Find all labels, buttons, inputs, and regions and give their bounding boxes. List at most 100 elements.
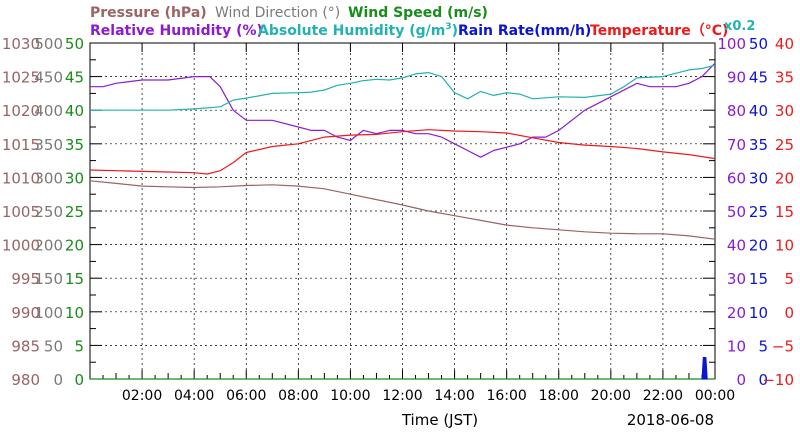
pressure-tick-label: 1010 [2, 169, 40, 187]
series [89, 62, 716, 380]
wind-direction-tick-label: 200 [34, 237, 63, 255]
legend-abs-scale: x0.2 [724, 19, 755, 34]
x-tick-label: 00:00 [695, 388, 735, 404]
wind-direction-tick-label: 500 [34, 35, 63, 53]
wind-direction-tick-label: 50 [44, 337, 63, 355]
temperature-tick-label: 20 [775, 169, 794, 187]
wind-speed-tick-label: 30 [65, 169, 84, 187]
wind-direction-tick-label: 250 [34, 203, 63, 221]
wind-direction-tick-label: 450 [34, 69, 63, 87]
pressure-line [89, 180, 716, 240]
x-tick-label: 16:00 [486, 388, 526, 404]
relative-humidity-tick-label: 30 [727, 270, 746, 288]
wind-speed-tick-label: 50 [65, 35, 84, 53]
rain-rate-tick-label: 25 [749, 203, 768, 221]
pressure-tick-label: 995 [11, 270, 40, 288]
rain-rate-tick-label: 45 [749, 69, 768, 87]
temperature-tick-label: 15 [775, 203, 794, 221]
rain-rate-tick-label: 5 [758, 337, 768, 355]
wind-speed-tick-label: 15 [65, 270, 84, 288]
legend-temperature: Temperature（°C) [590, 23, 728, 39]
wind-speed-tick-label: 10 [65, 304, 84, 322]
date-label: 2018-06-08 [627, 411, 714, 429]
relative-humidity-tick-label: 90 [727, 69, 746, 87]
x-axis-label: Time (JST) [401, 411, 478, 429]
relative-humidity-tick-label: 40 [727, 237, 746, 255]
rain-rate-tick-label: 35 [749, 136, 768, 154]
pressure-tick-label: 1015 [2, 136, 40, 154]
x-tick-label: 02:00 [122, 388, 162, 404]
legend-relative-humidity: Relative Humidity (%) [90, 23, 263, 39]
absolute-humidity-line [90, 64, 716, 111]
wind-speed-tick-label: 20 [65, 237, 84, 255]
pressure-tick-label: 980 [11, 371, 40, 389]
temperature-tick-label: 5 [784, 270, 794, 288]
x-tick-label: 20:00 [591, 388, 631, 404]
pressure-tick-label: 1030 [2, 35, 40, 53]
relative-humidity-line [90, 62, 716, 158]
temperature-tick-label: 35 [775, 69, 794, 87]
x-tick-label: 10:00 [330, 388, 370, 404]
temperature-tick-label: 25 [775, 136, 794, 154]
rain-rate-tick-label: 50 [749, 35, 768, 53]
legend-pressure: Pressure (hPa) [90, 5, 207, 21]
legend-absolute-humidity: Absolute Humidity (g/m3) [258, 22, 458, 39]
relative-humidity-tick-label: 10 [727, 337, 746, 355]
pressure-tick-label: 1000 [2, 237, 40, 255]
relative-humidity-tick-label: 50 [727, 203, 746, 221]
wind-direction-tick-label: 350 [34, 136, 63, 154]
relative-humidity-tick-label: 80 [727, 102, 746, 120]
x-tick-label: 22:00 [643, 388, 683, 404]
wind-speed-tick-label: 45 [65, 69, 84, 87]
temperature-line [89, 129, 716, 175]
rain-rate-tick-label: 15 [749, 270, 768, 288]
wind-speed-tick-label: 35 [65, 136, 84, 154]
temperature-tick-label: 0 [784, 304, 794, 322]
legend-absolute-humidity-text: Absolute Humidity (g/m [258, 23, 445, 39]
pressure-tick-label: 1020 [2, 102, 40, 120]
x-tick-label: 18:00 [539, 388, 579, 404]
pressure-tick-label: 985 [11, 337, 40, 355]
x-tick-label: 14:00 [434, 388, 474, 404]
rain-rate-tick-label: 20 [749, 237, 768, 255]
temperature-tick-label: −10 [762, 371, 794, 389]
temperature-tick-label: 40 [775, 35, 794, 53]
temperature-tick-label: −5 [772, 337, 794, 355]
relative-humidity-tick-label: 0 [736, 371, 746, 389]
wind-direction-tick-label: 0 [53, 371, 63, 389]
pressure-tick-label: 1025 [2, 69, 40, 87]
temperature-tick-label: 30 [775, 102, 794, 120]
legend-wind-direction: Wind Direction (°) [215, 5, 340, 21]
wind-speed-tick-label: 5 [74, 337, 84, 355]
x-tick-label: 08:00 [278, 388, 318, 404]
pressure-tick-label: 1005 [2, 203, 40, 221]
x-tick-label: 12:00 [382, 388, 422, 404]
wind-speed-tick-label: 0 [74, 371, 84, 389]
legend-absolute-humidity-close: ) [452, 23, 458, 39]
x-tick-label: 04:00 [174, 388, 214, 404]
wind-direction-tick-label: 400 [34, 102, 63, 120]
legend-wind-speed: Wind Speed (m/s) [348, 5, 488, 21]
relative-humidity-tick-label: 70 [727, 136, 746, 154]
rain-rate-tick-label: 0 [758, 371, 768, 389]
wind-speed-tick-label: 25 [65, 203, 84, 221]
rain-rate-tick-label: 10 [749, 304, 768, 322]
rain-rate-area [701, 357, 708, 380]
grid [90, 43, 715, 379]
legend-absolute-humidity-sup: 3 [445, 22, 451, 32]
relative-humidity-tick-label: 100 [717, 35, 746, 53]
wind-direction-tick-label: 300 [34, 169, 63, 187]
legend-rain-rate: Rain Rate(mm/h) [458, 23, 591, 39]
relative-humidity-tick-label: 20 [727, 304, 746, 322]
rain-rate-tick-label: 40 [749, 102, 768, 120]
wind-direction-tick-label: 150 [34, 270, 63, 288]
rain-rate-tick-label: 30 [749, 169, 768, 187]
temperature-tick-label: 10 [775, 237, 794, 255]
wind-speed-tick-label: 40 [65, 102, 84, 120]
axes: 02:00 04:00 06:00 08:00 10:00 12:00 14:00 16:00… [2, 35, 794, 404]
pressure-tick-label: 990 [11, 304, 40, 322]
relative-humidity-tick-label: 60 [727, 169, 746, 187]
wind-direction-tick-label: 100 [34, 304, 63, 322]
